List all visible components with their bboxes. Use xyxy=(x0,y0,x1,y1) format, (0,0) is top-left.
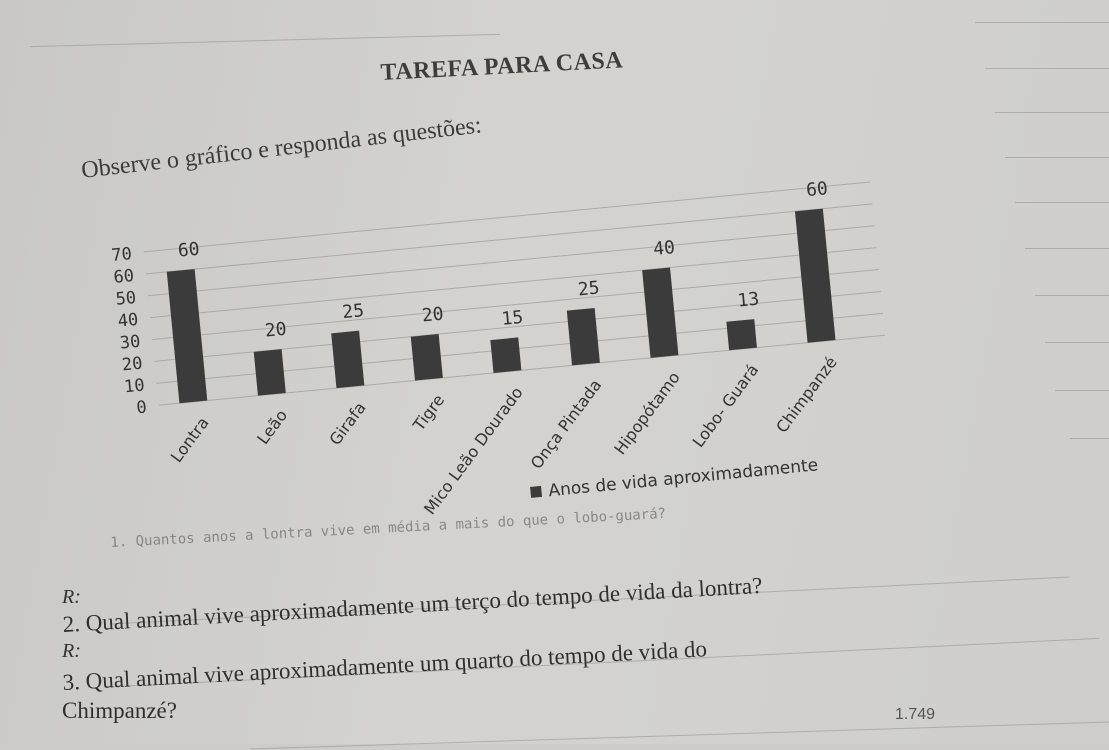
x-tick-label: Lontra xyxy=(167,413,213,465)
data-label: 13 xyxy=(737,289,761,312)
bar xyxy=(490,337,522,373)
gridline xyxy=(150,247,877,319)
x-tick-label: Hipopótamo xyxy=(610,368,683,458)
y-tick-label: 40 xyxy=(117,310,139,332)
y-tick-label: 30 xyxy=(119,332,141,354)
page-number: 1.749 xyxy=(895,706,936,723)
legend-label: Anos de vida aproximadamente xyxy=(548,455,819,501)
x-tick-label: Chimpanzé xyxy=(772,353,841,436)
ruled-line xyxy=(1035,295,1109,296)
answer-label-2: R: xyxy=(62,640,81,662)
bar xyxy=(726,319,757,351)
gridline xyxy=(152,269,879,341)
bar xyxy=(253,349,286,396)
gridline xyxy=(145,203,873,275)
x-tick-label: Onça Pintada xyxy=(527,376,606,473)
bar xyxy=(566,307,600,366)
bar xyxy=(642,267,679,358)
x-tick-label: Lobo- Guará xyxy=(689,361,763,451)
y-tick-label: 50 xyxy=(115,288,137,310)
x-tick-label: Girafa xyxy=(325,398,369,448)
data-label: 15 xyxy=(501,307,525,330)
y-tick-label: 20 xyxy=(121,354,143,376)
data-label: 20 xyxy=(421,304,445,327)
gridline xyxy=(147,225,875,297)
ruled-line xyxy=(1070,438,1109,439)
data-label: 60 xyxy=(805,178,829,201)
question-3-line-2: Chimpanzé? xyxy=(62,698,177,723)
ruled-line xyxy=(985,68,1109,69)
y-tick-label: 0 xyxy=(136,397,148,418)
bar xyxy=(166,269,208,404)
ruled-line xyxy=(1005,157,1109,158)
legend-swatch xyxy=(530,485,543,498)
bar xyxy=(410,334,443,381)
ruled-line xyxy=(1045,342,1109,343)
y-tick-label: 60 xyxy=(113,266,135,288)
y-tick-label: 70 xyxy=(111,244,133,266)
ruled-line xyxy=(1015,202,1109,203)
bar xyxy=(331,330,365,389)
data-label: 60 xyxy=(177,239,201,262)
x-tick-label: Tigre xyxy=(409,391,449,435)
data-label: 40 xyxy=(652,237,676,260)
answer-label-1: R: xyxy=(62,586,81,608)
data-label: 25 xyxy=(341,300,365,323)
ruled-line xyxy=(1025,248,1109,249)
data-label: 25 xyxy=(577,277,601,300)
ruled-line xyxy=(995,112,1109,113)
y-tick-label: 10 xyxy=(123,376,145,398)
data-label: 20 xyxy=(264,319,288,342)
bar xyxy=(794,208,836,343)
ruled-line xyxy=(975,22,1109,23)
gridline xyxy=(143,181,871,253)
ruled-line xyxy=(1055,390,1109,391)
x-tick-label: Leão xyxy=(253,406,291,448)
